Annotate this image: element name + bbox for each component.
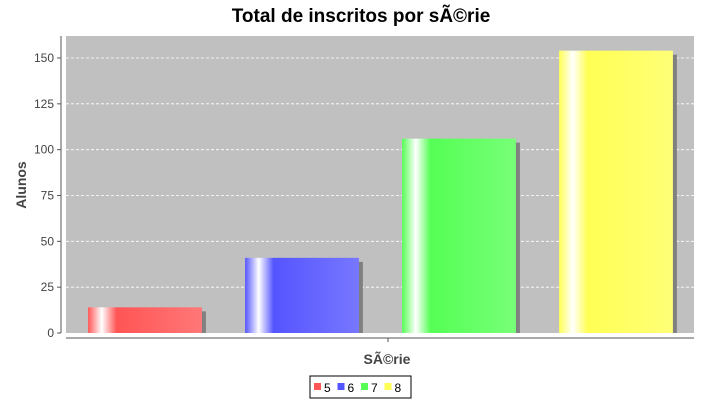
legend-label-8: 8 xyxy=(395,381,402,395)
legend-box xyxy=(309,375,412,399)
y-tick-label: 25 xyxy=(41,280,55,294)
y-axis-label: Alunos xyxy=(13,161,29,209)
bar-serie-8 xyxy=(559,50,673,334)
legend-label-7: 7 xyxy=(371,381,378,395)
legend-swatch-7 xyxy=(361,383,368,390)
bar-serie-6 xyxy=(245,257,359,333)
legend-label-6: 6 xyxy=(348,381,355,395)
bars xyxy=(88,50,677,334)
legend-swatch-6 xyxy=(337,383,345,390)
bar-serie-7 xyxy=(402,138,516,333)
y-tick-label: 0 xyxy=(47,326,54,340)
x-axis-label: SÃ©rie xyxy=(364,350,411,367)
y-tick-label: 100 xyxy=(34,143,54,157)
legend-swatch-5 xyxy=(314,383,321,390)
bar-serie-5 xyxy=(88,307,202,333)
legend-label-5: 5 xyxy=(324,381,331,395)
y-tick-label: 75 xyxy=(41,189,55,203)
legend-swatch-8 xyxy=(384,383,392,390)
y-tick-label: 125 xyxy=(34,97,54,111)
legend: 5 6 7 8 xyxy=(309,375,412,399)
chart-title: Total de inscritos por sÃ©rie xyxy=(232,5,491,27)
y-ticks: 0 25 50 75 100 125 150 xyxy=(34,51,61,340)
y-tick-label: 150 xyxy=(34,51,54,65)
y-tick-label: 50 xyxy=(41,234,55,248)
